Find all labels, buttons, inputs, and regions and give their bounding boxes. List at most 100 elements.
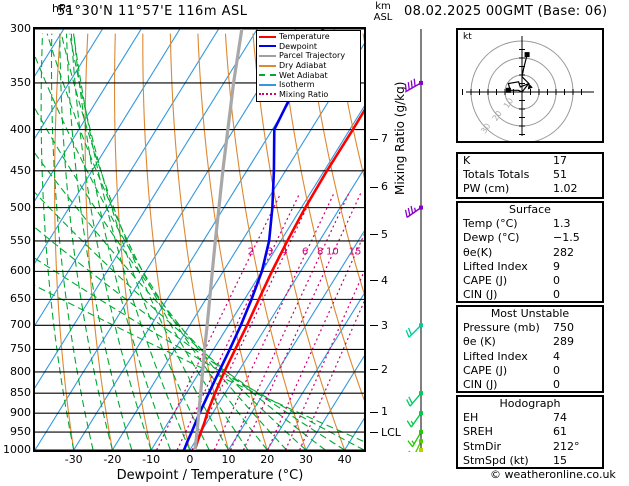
- wind-barb: [404, 78, 423, 93]
- legend-item: Parcel Trajectory: [259, 51, 358, 61]
- hodograph-ring-label: 30: [479, 122, 492, 136]
- data-row-value: 750: [553, 321, 574, 335]
- data-row-value: 0: [553, 378, 560, 392]
- data-row: Pressure (mb) 750: [458, 321, 602, 335]
- data-row-label: Lifted Index: [463, 259, 528, 273]
- legend-item: Dewpoint: [259, 42, 358, 52]
- legend-label: Isotherm: [279, 80, 315, 90]
- most-unstable-box: Most Unstable Pressure (mb) 750 θe (K) 289 Li…: [456, 305, 604, 393]
- data-row-value: −1.5: [553, 231, 580, 245]
- pressure-tick-label: 400: [10, 122, 31, 136]
- legend-label: Mixing Ratio: [279, 89, 329, 99]
- temperature-tick-label: 10: [221, 453, 236, 466]
- xaxis-title: Dewpoint / Temperature (°C): [116, 468, 304, 483]
- mixing-ratio-label: 6: [302, 247, 308, 258]
- data-row: θe(K) 282: [458, 246, 602, 260]
- pressure-tick-label: 1000: [3, 443, 31, 456]
- legend-swatch: [259, 45, 276, 48]
- temperature-tick-label: 40: [337, 453, 352, 466]
- altitude-tick-label: 3: [370, 319, 388, 332]
- box-title: Surface: [509, 203, 551, 216]
- data-row: Lifted Index 9: [458, 260, 602, 274]
- data-row-label: CIN (J): [463, 378, 498, 392]
- altitude-axis: 1 2 3 4 5 6 7 LCL: [370, 29, 410, 450]
- legend-label: Dewpoint: [279, 41, 318, 51]
- data-row-label: PW (cm): [463, 182, 510, 196]
- pressure-tick-label: 300: [10, 22, 31, 35]
- legend-label: Wet Adiabat: [279, 70, 328, 80]
- data-row: StmDir 212°: [458, 440, 602, 454]
- box-title: Hodograph: [499, 397, 561, 410]
- hodograph-ring-label: 20: [491, 109, 504, 123]
- hodograph-panel: 10 20 30 kt: [456, 28, 604, 143]
- mixing-ratio-label: 8: [317, 247, 323, 258]
- altitude-tick-label: 1: [370, 405, 388, 418]
- mixing-ratio-label: 3: [267, 247, 273, 258]
- wind-barb: [419, 448, 423, 452]
- stability-indices-box: K 17 Totals Totals 51 PW (cm) 1.02: [456, 152, 604, 199]
- legend-label: Temperature: [279, 32, 330, 42]
- data-row-label: CIN (J): [463, 288, 498, 302]
- data-row-label: Temp (°C): [463, 217, 518, 231]
- pressure-tick-label: 350: [10, 75, 31, 89]
- mixing-ratio-label: 15: [349, 247, 362, 258]
- data-row-value: 15: [553, 453, 567, 467]
- data-row-label: CAPE (J): [463, 363, 508, 377]
- legend-swatch: [259, 54, 276, 57]
- data-row: CAPE (J) 0: [458, 274, 602, 288]
- legend-swatch: [259, 64, 276, 67]
- data-row: Totals Totals 51: [458, 168, 602, 182]
- legend-item: Wet Adiabat: [259, 70, 358, 80]
- legend-item: Isotherm: [259, 80, 358, 90]
- skewt-chart: 2 3 4 6 8 10 15: [35, 29, 364, 450]
- temperature-tick-label: -20: [103, 453, 122, 466]
- data-row-label: θe(K): [463, 245, 493, 259]
- storm-motion-vector: [521, 83, 530, 93]
- pressure-unit-label: hPa: [52, 2, 72, 15]
- temperature-tick-label: 0: [186, 453, 194, 466]
- legend-item: Dry Adiabat: [259, 61, 358, 71]
- hodograph-stats-box: Hodograph EH 74 SREH 61 StmDir 212° StmSpd (kt)…: [456, 395, 604, 469]
- pressure-tick-label: 700: [10, 318, 31, 332]
- legend: Temperature Dewpoint Parcel Trajectory Dry …: [256, 30, 361, 103]
- data-row-value: 1.3: [553, 217, 571, 231]
- data-row-label: StmDir: [463, 439, 502, 453]
- data-row: PW (cm) 1.02: [458, 182, 602, 196]
- altitude-tick-label: 5: [370, 228, 388, 241]
- altitude-tick-label: 4: [370, 274, 388, 287]
- data-row-label: SREH: [463, 425, 493, 439]
- legend-label: Parcel Trajectory: [279, 51, 346, 61]
- wind-barb: [408, 439, 423, 452]
- data-row-label: θe (K): [463, 335, 496, 349]
- datetime-title: 08.02.2025 00GMT (Base: 06): [404, 4, 608, 19]
- data-row-value: 61: [553, 425, 567, 439]
- legend-swatch: [259, 35, 276, 38]
- location-title: 51°30'N 11°57'E 116m ASL: [57, 4, 248, 19]
- data-row-value: 1.02: [553, 182, 578, 196]
- temperature-tick-label: 30: [298, 453, 313, 466]
- data-row: CIN (J) 0: [458, 288, 602, 302]
- data-row-value: 212°: [553, 439, 580, 453]
- surface-parcel-box: Surface Temp (°C) 1.3 Dewp (°C) −1.5 θe(K) 282…: [456, 201, 604, 303]
- legend-swatch: [259, 74, 276, 77]
- legend-item: Temperature: [259, 32, 358, 42]
- data-row-label: K: [463, 154, 471, 167]
- altitude-tick-label: 2: [370, 363, 388, 376]
- mixing-ratio-label: 4: [281, 247, 287, 258]
- data-row: Lifted Index 4: [458, 350, 602, 364]
- data-row-value: 4: [553, 349, 560, 363]
- pressure-axis: 300 350 400 450 500 550 600 650 700 750 800 850 900 9…: [0, 22, 31, 456]
- data-row-value: 51: [553, 168, 567, 182]
- mixing-ratio-label: 2: [248, 247, 254, 258]
- data-row-value: 289: [553, 335, 574, 349]
- data-row: CAPE (J) 0: [458, 364, 602, 378]
- wind-barb: [405, 323, 423, 338]
- wind-barb-column: [404, 29, 423, 452]
- hodograph-ring-label: 10: [502, 96, 515, 110]
- data-row-label: EH: [463, 411, 479, 425]
- temperature-tick-label: -10: [142, 453, 161, 466]
- altitude-unit-line1: km: [375, 1, 391, 12]
- data-row: SREH 61: [458, 425, 602, 439]
- pressure-tick-label: 650: [10, 292, 31, 306]
- data-row-value: 74: [553, 411, 567, 425]
